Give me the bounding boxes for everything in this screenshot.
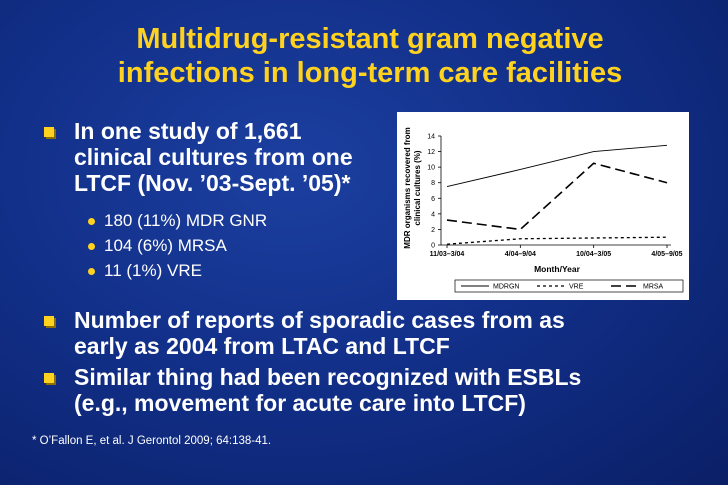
sub-bullet-dot-1 [88,218,95,225]
sub-bullet-3: 11 (1%) VRE [104,261,202,280]
x-axis-label: Month/Year [534,264,581,274]
chart-ticks: 0 2 4 6 8 10 12 14 11/03–3/04 4/04–9/04 10/04–3/05… [427,134,682,259]
chart-legend: MDRGN VRE MRSA [454,279,684,293]
y-tick-label: 12 [427,149,435,156]
sub-bullet-1: 180 (11%) MDR GNR [104,211,268,230]
y-axis-label-line-1: MDR organisms recovered from [403,127,412,248]
series-line-mdrgn [446,144,668,188]
x-tick-label: 10/04–3/05 [576,251,611,258]
line-chart: MDR organisms recovered from clinical cu… [397,112,689,300]
bullet-3: Similar thing had been recognized with E… [74,364,581,416]
bullet-marker-2 [44,316,54,326]
chart-axes [440,136,671,246]
x-tick-label: 4/04–9/04 [505,251,536,258]
footnote: * O’Fallon E, et al. J Gerontol 2009; 64… [32,435,272,447]
sub-bullet-2: 104 (6%) MRSA [104,236,227,255]
bullet-1-line-3: LTCF (Nov. ’03-Sept. ’05)* [74,170,351,196]
bullet-2-line-1: Number of reports of sporadic cases from… [74,307,565,333]
bullet-2: Number of reports of sporadic cases from… [74,307,565,359]
title-line-1: Multidrug-resistant gram negative [136,23,604,55]
title-line-2: infections in long-term care facilities [117,57,623,89]
bullet-1: In one study of 1,661 clinical cultures … [74,118,353,196]
y-tick-label: 10 [427,165,435,172]
bullet-3-line-2: (e.g., movement for acute care into LTCF… [74,390,526,416]
sub-bullet-dot-3 [88,268,95,275]
legend-label-mdrgn: MDRGN [493,284,519,291]
series-line-vre [446,236,668,245]
bullet-3-line-1: Similar thing had been recognized with E… [74,364,582,390]
x-tick-label: 11/03–3/04 [430,251,465,258]
y-axis-label-line-2: clinical cultures (%) [413,150,422,225]
y-tick-label: 14 [427,134,435,141]
y-tick-label: 2 [431,227,435,234]
slide-title: Multidrug-resistant gram negative infect… [60,22,680,90]
chart-series [446,144,668,245]
y-tick-label: 8 [431,180,435,187]
x-tick-label: 4/05–9/05 [651,251,682,258]
y-tick-label: 6 [431,196,435,203]
legend-label-vre: VRE [569,284,584,291]
bullet-2-line-2: early as 2004 from LTAC and LTCF [74,333,450,359]
y-tick-label: 4 [431,211,435,218]
legend-box [454,279,684,293]
chart-svg: MDR organisms recovered from clinical cu… [403,127,684,293]
series-line-mrsa [446,162,668,231]
sub-bullet-dot-2 [88,243,95,250]
bullet-marker-1 [44,127,54,137]
bullet-1-line-1: In one study of 1,661 [74,118,302,144]
legend-label-mrsa: MRSA [643,284,664,291]
y-tick-label: 0 [431,243,435,250]
bullet-marker-3 [44,373,54,383]
bullet-1-line-2: clinical cultures from one [74,144,353,170]
